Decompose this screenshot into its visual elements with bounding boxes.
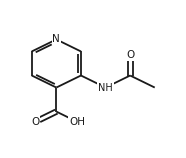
Text: OH: OH (69, 117, 85, 127)
Text: NH: NH (98, 82, 113, 93)
Text: O: O (31, 117, 40, 127)
Text: O: O (126, 50, 134, 60)
Text: N: N (52, 34, 60, 44)
